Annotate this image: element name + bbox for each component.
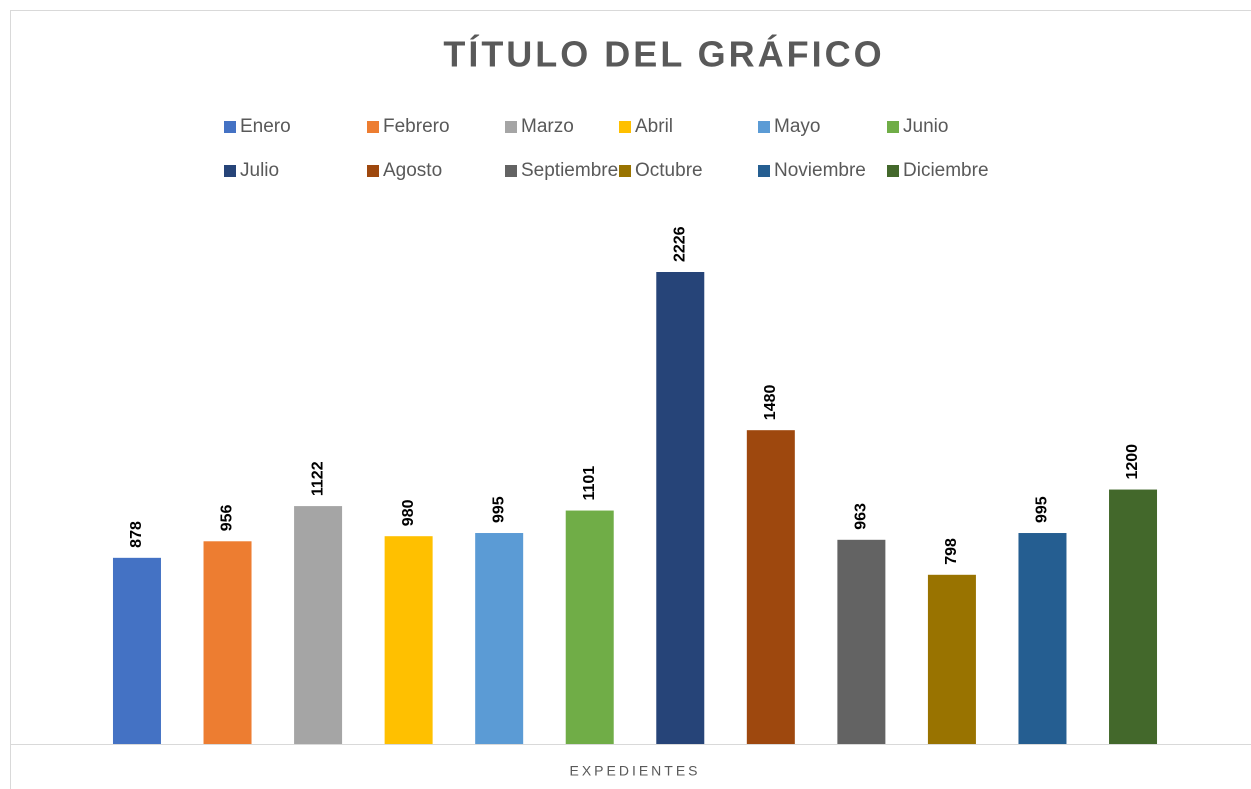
bar bbox=[656, 272, 705, 744]
data-label: 980 bbox=[400, 499, 417, 526]
bar bbox=[746, 430, 795, 744]
bar bbox=[927, 574, 976, 744]
legend-label: Agosto bbox=[383, 160, 442, 181]
legend-swatch bbox=[224, 165, 236, 177]
legend-label: Diciembre bbox=[903, 160, 989, 181]
bar bbox=[384, 536, 433, 744]
legend-label: Febrero bbox=[383, 116, 450, 137]
legend-label: Marzo bbox=[521, 116, 574, 137]
bar bbox=[1018, 533, 1067, 744]
data-label: 878 bbox=[128, 521, 145, 548]
data-label: 956 bbox=[219, 504, 236, 531]
legend-label: Mayo bbox=[774, 116, 820, 137]
legend-swatch bbox=[224, 121, 236, 133]
bar bbox=[294, 506, 343, 744]
legend-label: Noviembre bbox=[774, 160, 866, 181]
legend-swatch bbox=[758, 165, 770, 177]
bar bbox=[1109, 489, 1158, 744]
data-label: 1101 bbox=[581, 466, 598, 501]
data-label: 798 bbox=[943, 538, 960, 565]
bar bbox=[837, 539, 886, 744]
legend-swatch bbox=[619, 165, 631, 177]
data-label: 995 bbox=[1034, 496, 1051, 523]
legend-swatch bbox=[505, 165, 517, 177]
data-label: 2226 bbox=[671, 226, 688, 262]
bar bbox=[203, 541, 252, 744]
legend-swatch bbox=[887, 121, 899, 133]
legend-label: Julio bbox=[240, 160, 279, 181]
data-label: 1200 bbox=[1124, 444, 1141, 480]
legend-label: Octubre bbox=[635, 160, 703, 181]
legend-label: Enero bbox=[240, 116, 291, 137]
data-label: 963 bbox=[853, 503, 870, 530]
legend-swatch bbox=[758, 121, 770, 133]
bar bbox=[475, 533, 524, 744]
legend-swatch bbox=[505, 121, 517, 133]
data-label: 1122 bbox=[309, 461, 326, 496]
legend-swatch bbox=[367, 165, 379, 177]
legend-swatch bbox=[619, 121, 631, 133]
legend-swatch bbox=[887, 165, 899, 177]
chart-title: TÍTULO DEL GRÁFICO bbox=[443, 34, 884, 75]
bar bbox=[112, 557, 161, 744]
legend-swatch bbox=[367, 121, 379, 133]
bar bbox=[565, 510, 614, 744]
legend-label: Junio bbox=[903, 116, 948, 137]
x-tick-label: EXPEDIENTES bbox=[569, 763, 700, 779]
data-label: 995 bbox=[490, 496, 507, 523]
legend-label: Septiembre bbox=[521, 160, 618, 181]
data-label: 1480 bbox=[762, 384, 779, 420]
legend-label: Abril bbox=[635, 116, 673, 137]
